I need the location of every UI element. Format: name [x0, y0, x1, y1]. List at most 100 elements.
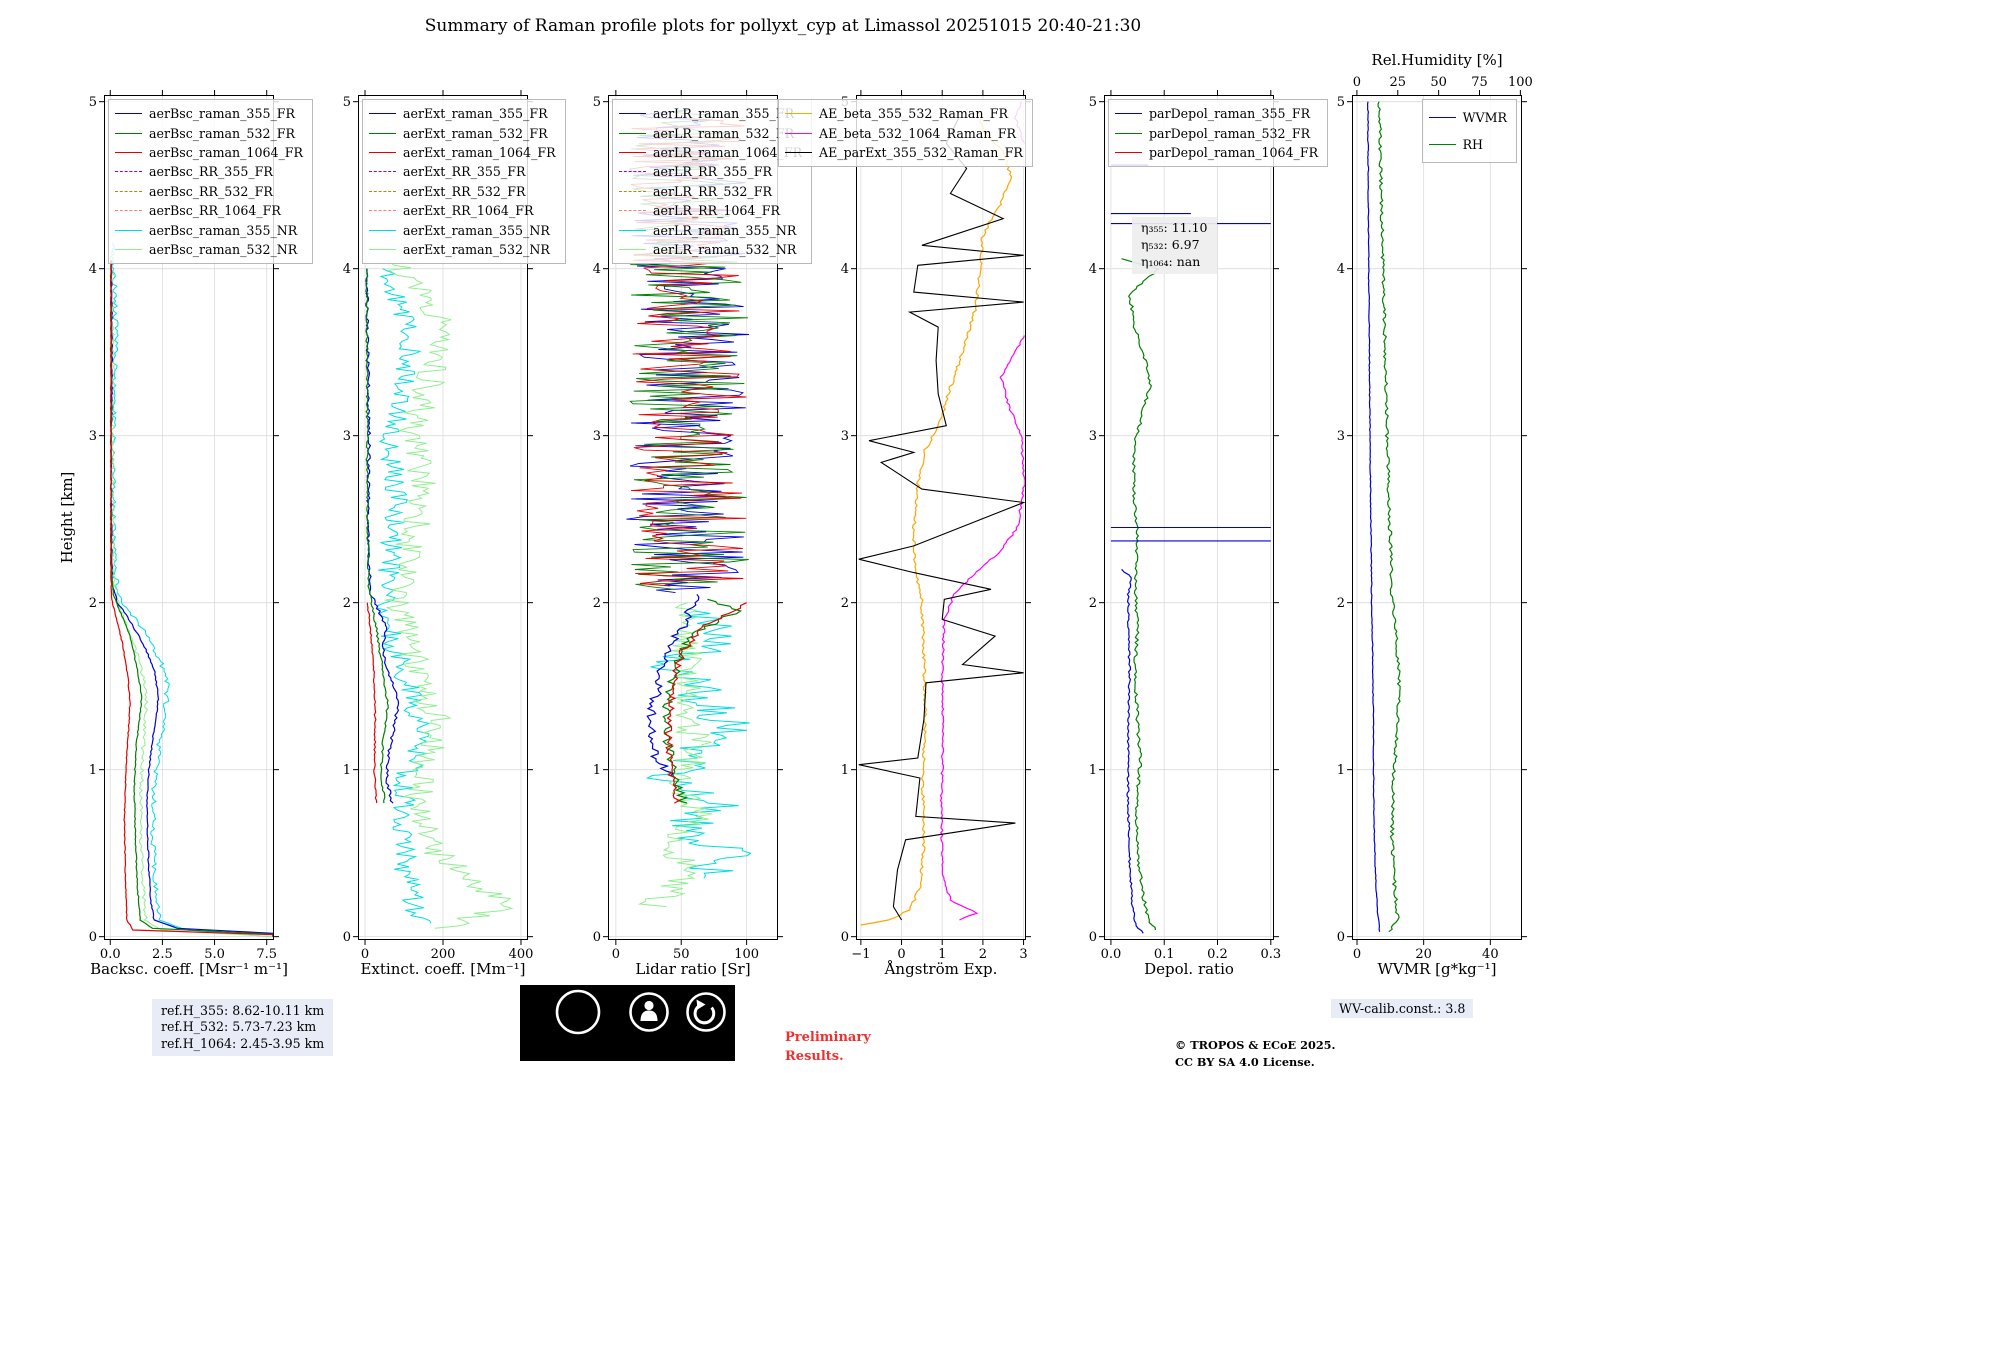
series-AE_beta_355_532_Raman_FR [860, 109, 1013, 926]
series-parDepol_raman_355_FR [1121, 568, 1144, 934]
legend-item: aerExt_raman_532_NR [369, 240, 556, 259]
legend-label: aerBsc_RR_1064_FR [149, 203, 281, 219]
y-tick-label: 1 [89, 763, 97, 778]
legend-label: parDepol_raman_1064_FR [1149, 144, 1319, 160]
y-tick-label: 1 [841, 763, 849, 778]
legend-item: aerBsc_RR_1064_FR [115, 201, 303, 220]
cc-badge-background [520, 985, 735, 1061]
sa-share-alike-icon [686, 992, 726, 1032]
legend-item: aerBsc_raman_1064_FR [115, 143, 303, 162]
x-tick-label: 50 [673, 947, 690, 962]
legend-label: aerExt_raman_532_FR [403, 125, 548, 141]
legend-line-sample [1428, 144, 1456, 145]
series-group [1110, 164, 1271, 934]
axis-labels: −10123012345Ångström Exp. [841, 95, 1028, 978]
legend-label: aerLR_raman_355_FR [653, 106, 795, 122]
legend-item: aerBsc_raman_532_NR [115, 240, 303, 259]
legend-line-sample [115, 190, 142, 192]
legend-label: aerExt_RR_1064_FR [403, 203, 534, 219]
legend-line-sample [619, 113, 646, 115]
x-tick-label: −1 [851, 947, 870, 962]
x-tick-label: 0.2 [1207, 947, 1228, 962]
legend-label: aerLR_raman_1064_FR [653, 144, 803, 160]
y-tick-label: 4 [89, 262, 97, 277]
legend-item: aerExt_raman_355_FR [369, 104, 556, 123]
ref-height-355: ref.H_355: 8.62-10.11 km [161, 1003, 325, 1018]
legend-line-sample [369, 229, 396, 231]
x-tick-label: 40 [1482, 947, 1499, 962]
legend-item: aerBsc_raman_532_FR [115, 123, 303, 142]
series-aerLR_raman_532_FR [661, 598, 743, 804]
legend-label: aerExt_raman_355_NR [403, 222, 550, 238]
legend-line-sample [369, 190, 396, 192]
panel-wvmr: 0 20 40 0 1 2 3 4 5 0 25 50 75 100 Rel.Humidity [%] WVM… [1337, 51, 1533, 978]
legend-line-sample [619, 210, 646, 212]
x-tick-label: 3 [1019, 947, 1027, 962]
y-tick-label: 4 [343, 262, 351, 277]
x-tick-label: 7.5 [256, 947, 277, 962]
axes-border [856, 95, 1026, 940]
by-label: BY [637, 1035, 662, 1055]
y-tick-label: 3 [841, 429, 849, 444]
y-tick-label: 5 [1337, 95, 1345, 110]
copyright-note: © TROPOS & ECoE 2025. CC BY SA 4.0 Licen… [1175, 1038, 1336, 1069]
legend-item: aerExt_raman_532_FR [369, 123, 556, 142]
legend-item: aerLR_RR_355_FR [619, 162, 802, 181]
legend-line-sample [369, 171, 396, 173]
x-axis-label: Backsc. coeff. [Msr⁻¹ m⁻¹] [90, 960, 288, 978]
legend-line-sample [115, 113, 142, 115]
x-axis-label: Extinct. coeff. [Mm⁻¹] [360, 960, 525, 978]
series-aerBsc_raman_1064_FR [109, 260, 274, 937]
series-AE_parExt_355_532_Raman_FR [858, 118, 1026, 921]
series-aerExt_raman_1064_FR [366, 602, 378, 804]
legend-item: aerExt_raman_1064_FR [369, 143, 556, 162]
legend-line-sample [619, 190, 646, 192]
legend-line-sample [619, 229, 646, 231]
y-tick-label: 4 [1337, 262, 1345, 277]
legend-line-sample [369, 248, 396, 250]
legend-item: AE_beta_532_1064_Raman_FR [785, 123, 1023, 142]
series-aerExt_raman_532_NR [384, 259, 514, 929]
figure-title: Summary of Raman profile plots for polly… [424, 16, 1142, 36]
legend-line-sample [369, 132, 396, 134]
top-tick-label: 25 [1389, 75, 1406, 90]
series-group [1366, 101, 1402, 933]
preliminary-results-note: Preliminary Results. [785, 1030, 871, 1064]
legend-label: aerExt_RR_532_FR [403, 183, 526, 199]
legend-label: WVMR [1462, 110, 1507, 125]
legend-label: AE_beta_355_532_Raman_FR [819, 106, 1008, 122]
panel-extinction: 0 200 400 0 1 2 3 4 5 Extinct. coeff. [Mm⁻¹] aerEx… [343, 90, 566, 978]
legend-item: aerLR_raman_355_NR [619, 220, 802, 239]
legend-item: aerLR_raman_532_NR [619, 240, 802, 259]
x-tick-label: 0 [1353, 947, 1361, 962]
legend-item: aerExt_RR_1064_FR [369, 201, 556, 220]
legend-line-sample [785, 132, 812, 134]
panel-backscatter: 0.0 2.5 5.0 7.5 0 1 2 3 4 5 Backsc. coeff. [Msr⁻¹ … [58, 90, 314, 978]
legend-label: aerExt_raman_532_NR [403, 241, 550, 257]
x-tick-label: 1 [938, 947, 946, 962]
legend-angstrom-exponent: AE_beta_355_532_Raman_FR AE_beta_532_1064… [778, 99, 1033, 168]
legend-line-sample [619, 132, 646, 134]
legend-line-sample [619, 151, 646, 153]
y-tick-label: 5 [343, 95, 351, 110]
y-tick-label: 3 [1089, 429, 1097, 444]
legend-line-sample [1115, 113, 1142, 115]
axis-ticks [1347, 90, 1527, 945]
legend-label: RH [1462, 137, 1484, 152]
series-aerLR_raman_355_FR [646, 593, 700, 779]
legend-item: AE_parExt_355_532_Raman_FR [785, 143, 1023, 162]
y-tick-label: 0 [343, 930, 351, 945]
legend-label: aerBsc_raman_532_NR [149, 241, 298, 257]
y-tick-label: 1 [593, 763, 601, 778]
x-tick-label: 2.5 [152, 947, 173, 962]
legend-label: aerLR_raman_532_NR [653, 241, 797, 257]
legend-item: aerBsc_RR_532_FR [115, 182, 303, 201]
legend-line-sample [115, 171, 142, 173]
top-tick-label: 100 [1508, 75, 1533, 90]
x-axis-label: Depol. ratio [1144, 960, 1234, 978]
top-tick-label: 75 [1471, 75, 1488, 90]
eta-annotation: η₃₅₅: 11.10 η₅₃₂: 6.97 η₁₀₆₄: nan [1132, 217, 1217, 274]
x-tick-label: 20 [1415, 947, 1432, 962]
